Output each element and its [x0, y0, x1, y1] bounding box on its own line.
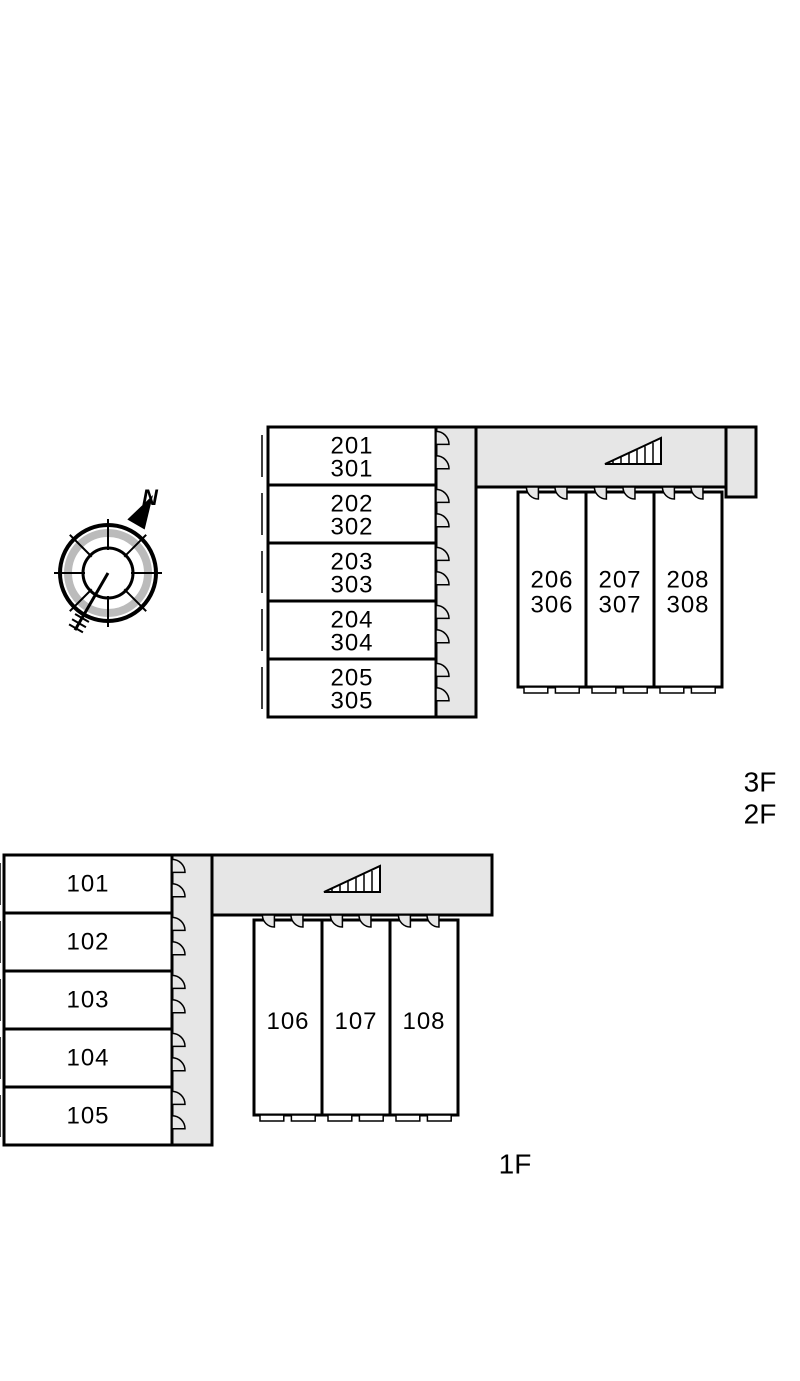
- compass-n-label: N: [142, 485, 159, 510]
- label-301: 301: [330, 455, 373, 482]
- label-103: 103: [66, 987, 109, 1014]
- label-208: 208: [666, 566, 709, 593]
- compass-icon: N: [54, 485, 162, 632]
- label-306: 306: [530, 592, 573, 619]
- label-104: 104: [66, 1045, 109, 1072]
- label-308: 308: [666, 592, 709, 619]
- label-101: 101: [66, 871, 109, 898]
- corridor-end-upper: [726, 427, 756, 497]
- label-106: 106: [266, 1008, 309, 1035]
- corridor-horizontal-upper: [476, 427, 756, 487]
- label-304: 304: [330, 629, 373, 656]
- label-105: 105: [66, 1103, 109, 1130]
- label-107: 107: [334, 1008, 377, 1035]
- label-206: 206: [530, 566, 573, 593]
- label-102: 102: [66, 929, 109, 956]
- floor-label-2F: 2F: [744, 799, 777, 830]
- label-108: 108: [402, 1008, 445, 1035]
- label-307: 307: [598, 592, 641, 619]
- floor-label-1F: 1F: [499, 1149, 532, 1180]
- label-303: 303: [330, 571, 373, 598]
- floor-plan-svg: 2013012023022033032043042053052063062073…: [0, 0, 800, 1381]
- floor-label-3F: 3F: [744, 767, 777, 798]
- label-305: 305: [330, 687, 373, 714]
- label-207: 207: [598, 566, 641, 593]
- label-302: 302: [330, 513, 373, 540]
